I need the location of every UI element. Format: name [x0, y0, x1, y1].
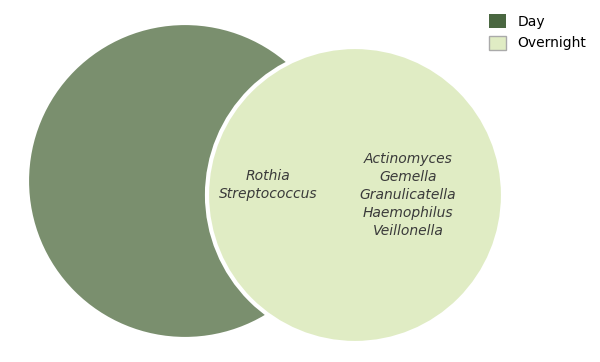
Text: Streptococcus: Streptococcus	[218, 187, 317, 201]
Legend: Day, Overnight: Day, Overnight	[482, 7, 593, 58]
Text: Actinomyces: Actinomyces	[364, 152, 452, 166]
Circle shape	[27, 23, 343, 339]
Text: Granulicatella: Granulicatella	[359, 188, 457, 202]
Text: Haemophilus: Haemophilus	[362, 206, 454, 220]
Circle shape	[207, 47, 503, 343]
Text: Gemella: Gemella	[379, 170, 437, 184]
Text: Rothia: Rothia	[245, 169, 290, 183]
Text: Veillonella: Veillonella	[373, 224, 443, 238]
